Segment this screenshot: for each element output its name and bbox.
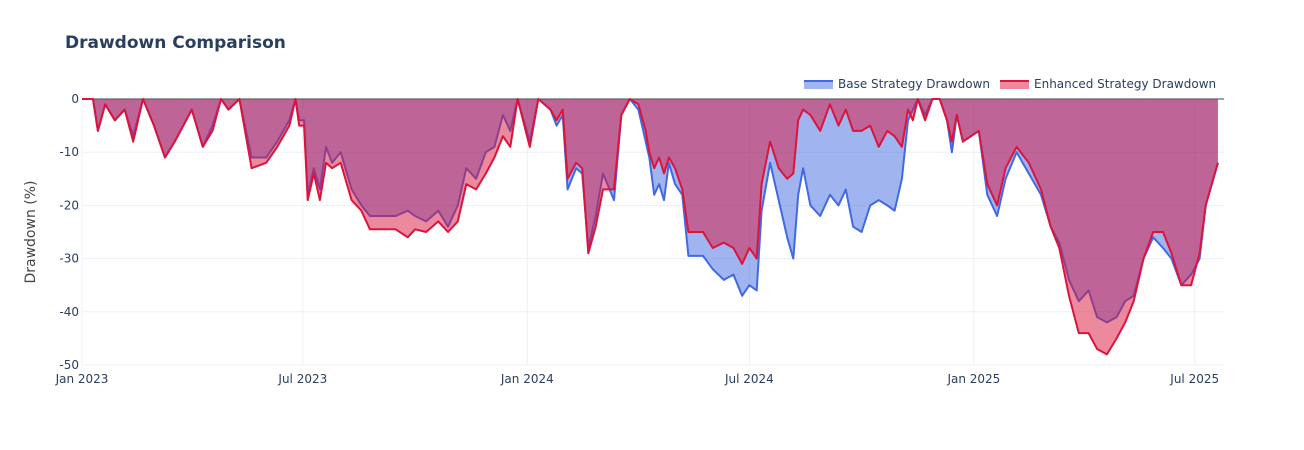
y-axis: 0 -10 -20 -30 -40 -50: [59, 92, 79, 372]
y-tick-label: -40: [59, 305, 79, 319]
x-tick-label: Jan 2024: [500, 372, 554, 386]
x-tick-label: Jul 2024: [724, 372, 774, 386]
legend[interactable]: Base Strategy Drawdown Enhanced Strategy…: [804, 77, 1216, 91]
x-tick-label: Jan 2023: [55, 372, 109, 386]
series-areas: [82, 98, 1219, 356]
x-tick-label: Jul 2023: [277, 372, 327, 386]
series-line-1[interactable]: [82, 98, 1219, 356]
legend-label-base: Base Strategy Drawdown: [838, 77, 990, 91]
legend-item-base[interactable]: Base Strategy Drawdown: [804, 77, 990, 91]
legend-item-enhanced[interactable]: Enhanced Strategy Drawdown: [1000, 77, 1216, 91]
y-tick-label: 0: [71, 92, 79, 106]
y-tick-label: -20: [59, 198, 79, 212]
y-tick-label: -50: [59, 358, 79, 372]
y-tick-label: -10: [59, 145, 79, 159]
x-tick-label: Jan 2025: [946, 372, 1000, 386]
legend-swatch-enhanced: [1000, 79, 1029, 89]
x-tick-label: Jul 2025: [1169, 372, 1219, 386]
x-axis: Jan 2023 Jul 2023 Jan 2024 Jul 2024 Jan 2025…: [55, 372, 1220, 386]
y-tick-label: -30: [59, 252, 79, 266]
series-area-1: [82, 99, 1218, 355]
legend-swatch-base: [804, 79, 833, 89]
chart-title: Drawdown Comparison: [65, 33, 286, 53]
legend-label-enhanced: Enhanced Strategy Drawdown: [1034, 77, 1217, 91]
